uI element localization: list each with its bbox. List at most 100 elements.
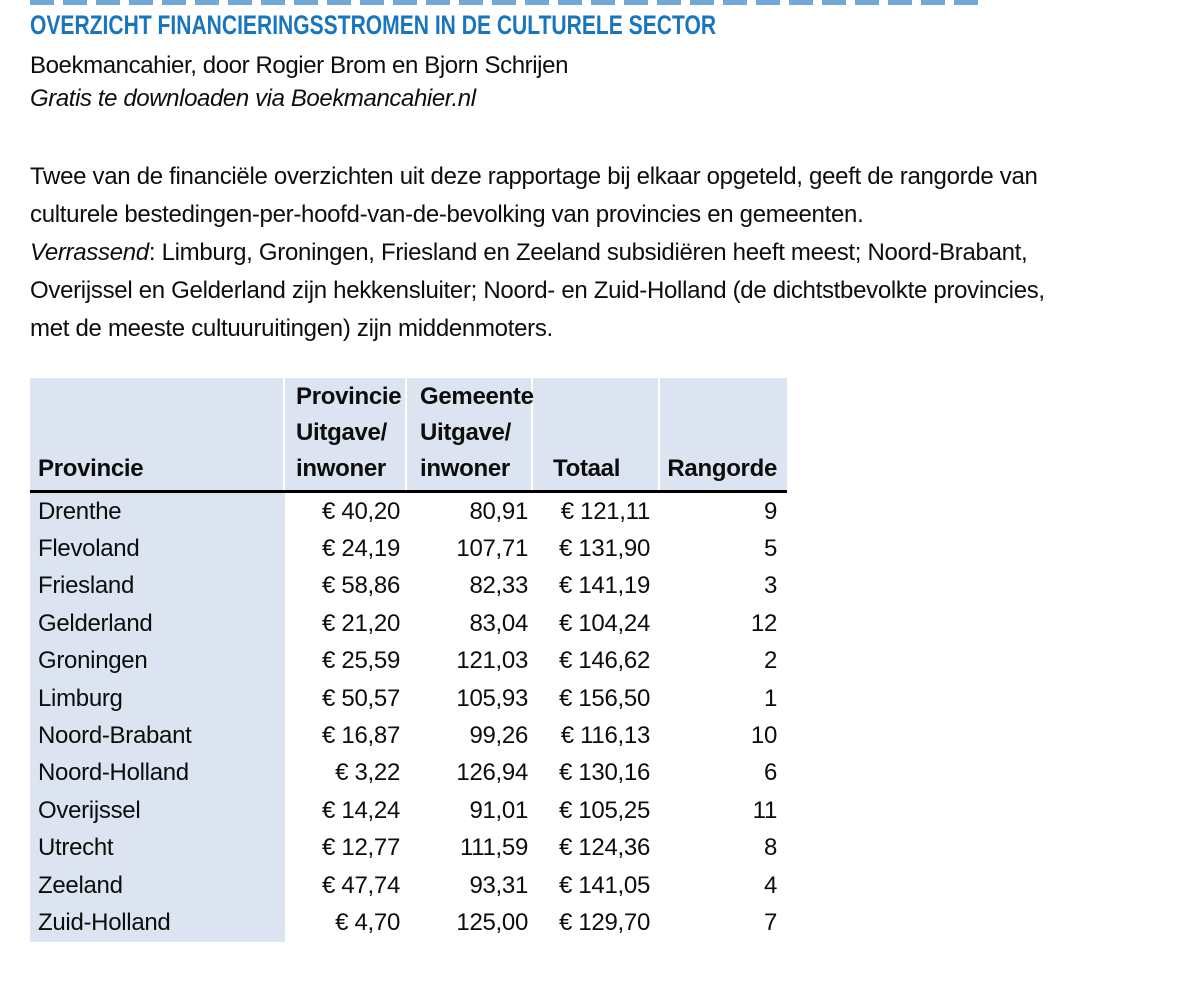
totaal-cell: € 156,50 — [558, 684, 650, 712]
rangorde-cell: 4 — [763, 871, 777, 899]
cropped-text-artifact — [30, 0, 978, 5]
totaal-cell: € 141,05 — [558, 871, 650, 899]
province-name-cell: Zuid-Holland — [30, 904, 285, 942]
totaal-cell: € 121,11 — [560, 497, 651, 525]
provincie-uitgave-cell: € 16,87 — [322, 722, 400, 750]
column-header-line: Gemeente — [420, 383, 534, 410]
table-row: Flevoland € 24,19 107,71 € 131,90 5 — [30, 530, 787, 568]
province-name-cell: Limburg — [30, 679, 285, 718]
totaal-cell: € 131,90 — [558, 535, 650, 563]
rangorde-cell: 12 — [750, 609, 777, 637]
rangorde-cell: 3 — [763, 572, 777, 600]
rangorde-cell: 11 — [752, 796, 778, 824]
rangorde-cell: 1 — [763, 684, 777, 712]
provincie-uitgave-cell: € 47,74 — [322, 871, 400, 899]
provincie-uitgave-cell: € 25,59 — [322, 647, 400, 675]
province-name-cell: Zeeland — [30, 866, 285, 905]
intro-line-3: Verrassend: Limburg, Groningen, Frieslan… — [30, 234, 1045, 272]
provincie-uitgave-cell: € 14,24 — [322, 796, 400, 824]
intro-line-5: met de meeste cultuuruitingen) zijn midd… — [30, 315, 553, 342]
intro-line-4: Overijssel en Gelderland zijn hekkenslui… — [30, 277, 1045, 304]
gemeente-uitgave-cell: 121,03 — [456, 647, 528, 675]
totaal-cell: € 129,70 — [558, 908, 650, 936]
column-header-line: Uitgave/ — [296, 419, 387, 446]
province-name-cell: Drenthe — [30, 493, 285, 531]
rangorde-cell: 2 — [763, 647, 777, 675]
intro-line-1: Twee van de financiële overzichten uit d… — [30, 163, 1038, 190]
column-header-line: Rangorde — [667, 455, 777, 482]
gemeente-uitgave-cell: 82,33 — [469, 572, 528, 600]
provincie-uitgave-cell: € 3,22 — [335, 759, 400, 787]
gemeente-uitgave-cell: 105,93 — [456, 684, 528, 712]
province-name-cell: Utrecht — [30, 829, 285, 867]
province-name-cell: Gelderland — [30, 605, 285, 643]
rangorde-cell: 10 — [750, 722, 777, 750]
table-row: Zuid-Holland € 4,70 125,00 € 129,70 7 — [30, 904, 787, 942]
intro-italic-word: Verrassend — [30, 239, 149, 266]
column-header-totaal: Totaal — [533, 378, 660, 490]
province-name-cell: Flevoland — [30, 530, 285, 568]
gemeente-uitgave-cell: 126,94 — [456, 759, 528, 787]
column-header-rangorde: Rangorde — [660, 378, 787, 490]
table-row: Zeeland € 47,74 93,31 € 141,05 4 — [30, 866, 787, 905]
column-header-line: Provincie — [38, 455, 144, 482]
download-note: Gratis te downloaden via Boekmancahier.n… — [30, 85, 476, 112]
totaal-cell: € 141,19 — [558, 572, 650, 600]
rangorde-cell: 6 — [763, 759, 777, 787]
province-name-cell: Noord-Holland — [30, 754, 285, 793]
column-header-line: Totaal — [553, 455, 621, 482]
totaal-cell: € 146,62 — [558, 647, 650, 675]
column-header-line: Provincie — [296, 383, 402, 410]
page-title: OVERZICHT FINANCIERINGSSTROMEN IN DE CUL… — [30, 10, 717, 40]
intro-paragraph: Twee van de financiële overzichten uit d… — [30, 158, 1045, 348]
column-header-line: Uitgave/ — [420, 419, 511, 446]
rangorde-cell: 8 — [763, 834, 777, 862]
table-row: Utrecht € 12,77 111,59 € 124,36 8 — [30, 829, 787, 867]
table-row: Friesland € 58,86 82,33 € 141,19 3 — [30, 567, 787, 606]
column-header-line: inwoner — [296, 455, 386, 482]
column-header-provincie: Provincie — [30, 378, 285, 490]
provincie-uitgave-cell: € 21,20 — [322, 609, 400, 637]
gemeente-uitgave-cell: 125,00 — [456, 908, 528, 936]
gemeente-uitgave-cell: 107,71 — [456, 535, 528, 563]
totaal-cell: € 116,13 — [560, 722, 651, 750]
gemeente-uitgave-cell: 83,04 — [469, 609, 528, 637]
rangorde-cell: 5 — [763, 535, 777, 563]
table-row: Overijssel € 14,24 91,01 € 105,25 11 — [30, 792, 787, 830]
gemeente-uitgave-cell: 93,31 — [469, 871, 528, 899]
province-name-cell: Overijssel — [30, 792, 285, 830]
table-row: Gelderland € 21,20 83,04 € 104,24 12 — [30, 605, 787, 643]
gemeente-uitgave-cell: 99,26 — [469, 722, 528, 750]
table-row: Groningen € 25,59 121,03 € 146,62 2 — [30, 642, 787, 680]
rangorde-cell: 9 — [763, 497, 777, 525]
totaal-cell: € 124,36 — [558, 834, 650, 862]
gemeente-uitgave-cell: 111,59 — [459, 834, 528, 862]
intro-line-3-rest: : Limburg, Groningen, Friesland en Zeela… — [148, 239, 1028, 266]
provincie-uitgave-cell: € 50,57 — [322, 684, 400, 712]
table-header-row: Provincie Provincie Uitgave/inwoner Gemeent… — [30, 378, 787, 493]
totaal-cell: € 105,25 — [558, 796, 650, 824]
intro-line-2: culturele bestedingen-per-hoofd-van-de-b… — [30, 201, 864, 228]
province-name-cell: Groningen — [30, 642, 285, 680]
rangorde-cell: 7 — [763, 908, 777, 936]
gemeente-uitgave-cell: 91,01 — [469, 796, 528, 824]
provincie-uitgave-cell: € 40,20 — [322, 497, 400, 525]
column-header-provincie-uitgave: Provincie Uitgave/inwoner — [285, 378, 407, 490]
totaal-cell: € 104,24 — [558, 609, 650, 637]
gemeente-uitgave-cell: 80,91 — [469, 497, 528, 525]
column-header-line: inwoner — [420, 455, 510, 482]
byline: Boekmancahier, door Rogier Brom en Bjorn… — [30, 52, 569, 79]
totaal-cell: € 130,16 — [558, 759, 650, 787]
table-row: Noord-Holland € 3,22 126,94 € 130,16 6 — [30, 754, 787, 793]
table-body: Drenthe € 40,20 80,91 € 121,11 9 Flevoland € 2… — [30, 493, 787, 942]
table-row: Drenthe € 40,20 80,91 € 121,11 9 — [30, 493, 787, 531]
provincie-uitgave-cell: € 24,19 — [322, 535, 400, 563]
column-header-gemeente-uitgave: Gemeente Uitgave/inwoner — [407, 378, 534, 490]
provincie-uitgave-cell: € 12,77 — [322, 834, 400, 862]
province-name-cell: Friesland — [30, 567, 285, 606]
table-row: Limburg € 50,57 105,93 € 156,50 1 — [30, 679, 787, 718]
province-name-cell: Noord-Brabant — [30, 717, 285, 755]
table-row: Noord-Brabant € 16,87 99,26 € 116,13 10 — [30, 717, 787, 755]
provincie-uitgave-cell: € 58,86 — [322, 572, 400, 600]
